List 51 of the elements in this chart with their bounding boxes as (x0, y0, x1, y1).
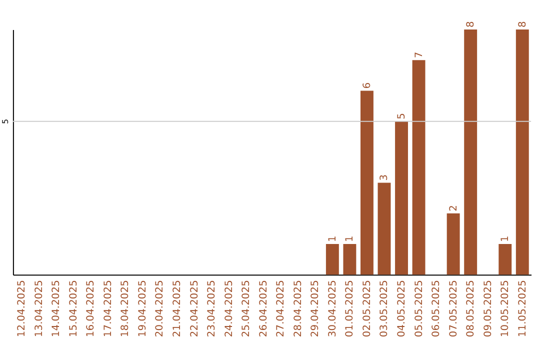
x-tick-label: 07.05.2025 (448, 280, 460, 338)
bar (378, 182, 391, 275)
data-label: 2 (448, 205, 460, 212)
x-tick-label: 08.05.2025 (466, 280, 477, 338)
x-tick-label: 26.04.2025 (258, 280, 270, 338)
bar (464, 30, 478, 275)
x-tick-label: 21.04.2025 (172, 280, 183, 338)
x-tick-label: 20.04.2025 (154, 280, 166, 338)
x-tick-label: 04.05.2025 (396, 280, 408, 338)
x-tick-label: 17.04.2025 (102, 280, 114, 338)
bar (360, 90, 374, 275)
data-label: 3 (379, 174, 390, 181)
x-tick-label: 05.05.2025 (414, 280, 425, 338)
x-tick-label: 03.05.2025 (379, 280, 390, 338)
x-tick-label: 24.04.2025 (224, 280, 235, 338)
x-tick-label: 22.04.2025 (189, 280, 200, 338)
x-tick-label: 30.04.2025 (327, 280, 338, 338)
bar (412, 60, 426, 275)
data-label: 7 (414, 52, 425, 58)
data-label: 1 (327, 236, 338, 242)
x-tick-label: 25.04.2025 (241, 280, 252, 338)
ref-line-label: 5 (0, 118, 10, 124)
data-label: 6 (362, 82, 373, 89)
x-tick-label: 16.04.2025 (86, 280, 97, 338)
x-tick-label: 11.05.2025 (517, 280, 528, 338)
bar (498, 244, 512, 275)
x-tick-label: 02.05.2025 (362, 280, 373, 338)
x-tick-label: 19.04.2025 (137, 280, 148, 338)
x-tick-label: 15.04.2025 (68, 280, 80, 338)
x-tick-label: 01.05.2025 (344, 280, 356, 338)
x-tick-label: 14.04.2025 (51, 280, 62, 338)
data-label: 8 (466, 21, 477, 28)
data-label: 5 (396, 113, 408, 120)
bar (395, 121, 408, 275)
x-tick-label: 29.04.2025 (310, 280, 322, 338)
x-tick-label: 28.04.2025 (292, 280, 304, 338)
x-tick-label: 18.04.2025 (120, 280, 132, 338)
x-tick-label: 09.05.2025 (482, 280, 494, 338)
x-tick-label: 12.04.2025 (16, 280, 28, 338)
bar (516, 30, 529, 275)
data-label: 1 (344, 236, 356, 242)
data-label: 1 (500, 236, 512, 242)
bar (343, 244, 356, 275)
x-tick-label: 06.05.2025 (431, 280, 442, 338)
bar (446, 213, 460, 275)
x-tick-label: 27.04.2025 (276, 280, 287, 338)
x-tick-label: 10.05.2025 (500, 280, 512, 338)
data-label: 8 (517, 21, 528, 28)
x-tick-label: 13.04.2025 (34, 280, 45, 338)
x-tick-label: 23.04.2025 (206, 280, 218, 338)
bar (326, 244, 339, 275)
